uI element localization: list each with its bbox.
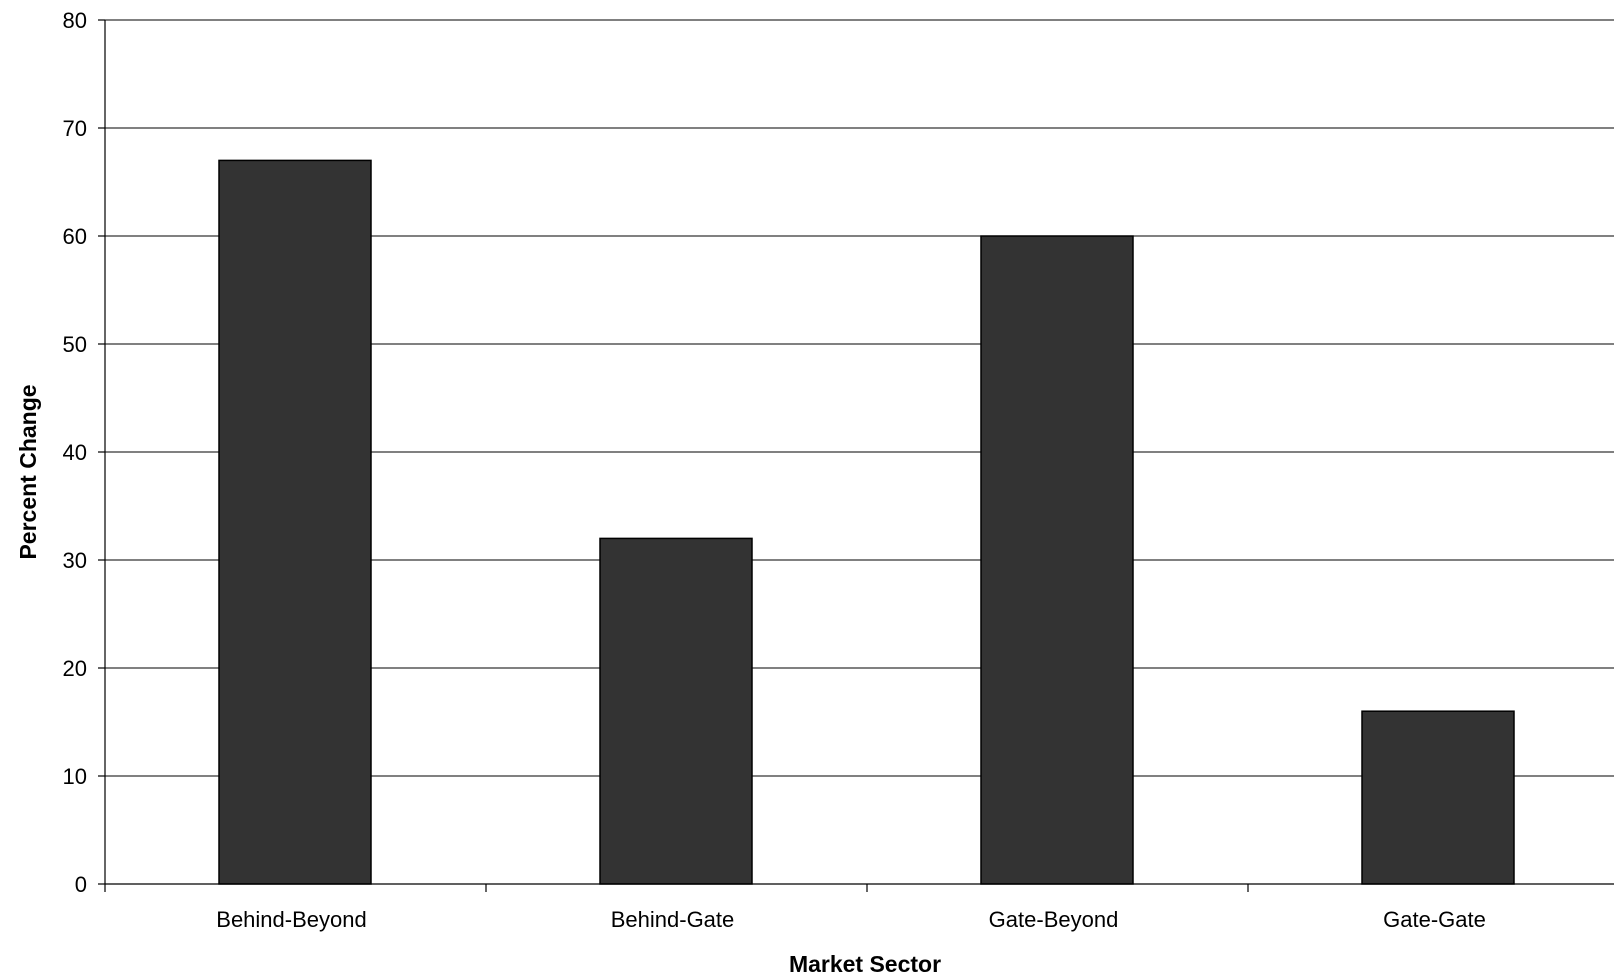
x-tick-label: Behind-Gate xyxy=(611,907,735,932)
x-axis-title: Market Sector xyxy=(789,951,941,977)
x-tick-label: Behind-Beyond xyxy=(216,907,366,932)
x-tick-label: Gate-Gate xyxy=(1383,907,1486,932)
y-tick-label: 80 xyxy=(63,8,87,33)
y-tick-label: 10 xyxy=(63,764,87,789)
bar-behind-beyond xyxy=(218,159,372,885)
bars xyxy=(218,159,1515,885)
tick-labels: 0 10 20 30 40 50 60 70 80 Behind-Beyond Behind-Gat… xyxy=(63,8,1486,932)
y-tick-label: 30 xyxy=(63,548,87,573)
bar-gate-gate xyxy=(1361,710,1515,885)
y-tick-label: 70 xyxy=(63,116,87,141)
y-axis-title: Percent Change xyxy=(15,384,41,559)
y-tick-label: 20 xyxy=(63,656,87,681)
y-tick-label: 60 xyxy=(63,224,87,249)
y-tick-label: 50 xyxy=(63,332,87,357)
x-tick-label: Gate-Beyond xyxy=(989,907,1119,932)
bar-behind-gate xyxy=(599,537,753,885)
y-tick-label: 0 xyxy=(75,872,87,897)
y-tick-label: 40 xyxy=(63,440,87,465)
axes xyxy=(98,19,1614,892)
bar-gate-beyond xyxy=(980,235,1134,885)
